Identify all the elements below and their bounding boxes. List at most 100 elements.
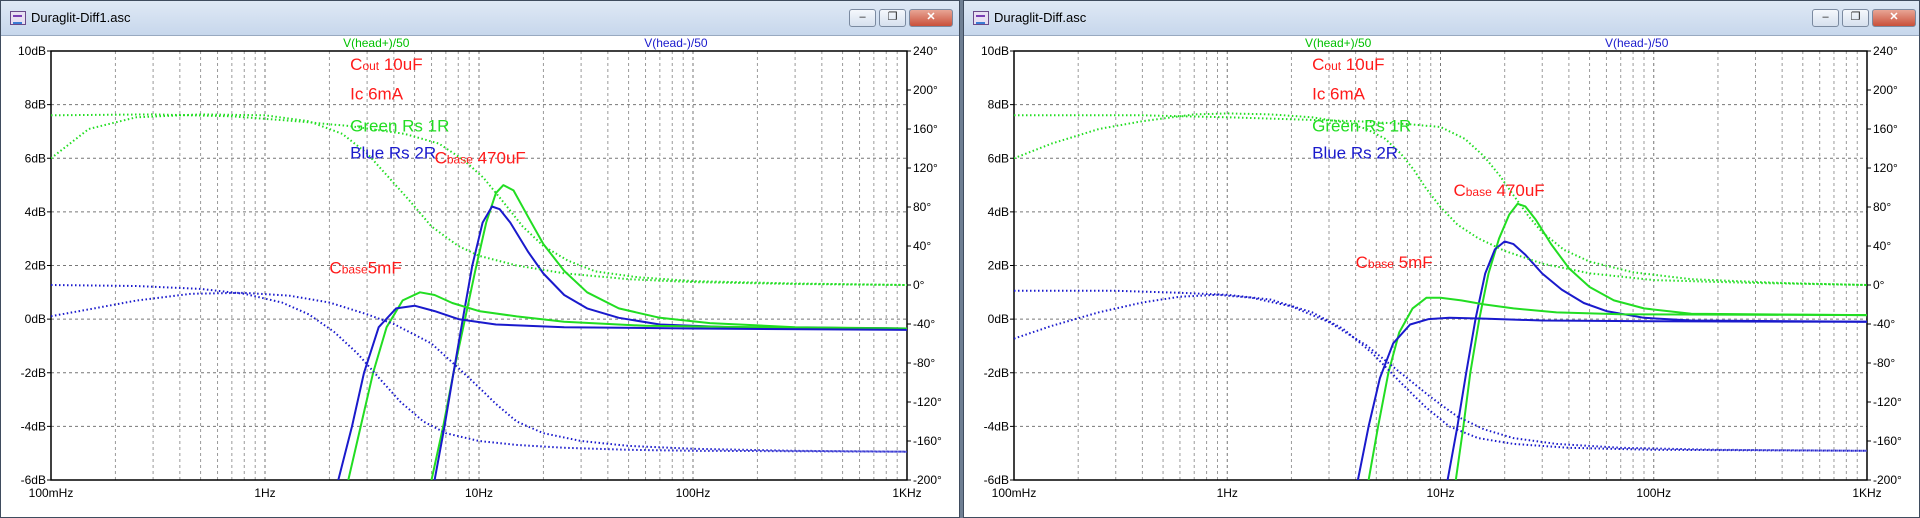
magnitude-trace-3 — [1356, 316, 1867, 480]
y2-tick-label: -40° — [913, 317, 935, 331]
restore-button[interactable]: ❐ — [879, 9, 906, 27]
waveform-plot-pane[interactable]: 10dB 8dB 6dB 4dB 2dB 0dB -2dB -4dB -6dB 240° 200° 1… — [964, 36, 1919, 517]
y2-tick-label: -120° — [1873, 395, 1902, 409]
y2-tick-label: 240° — [913, 44, 938, 58]
title-bar[interactable]: Duraglit-Diff1.asc – ❐ ✕ — [1, 1, 959, 36]
annotation-label: Cbase 470uF — [435, 149, 526, 168]
annotation-rest: 5mF — [1394, 253, 1433, 272]
annotation-main: C — [1312, 55, 1324, 74]
x-tick-label: 10Hz — [465, 486, 493, 500]
annotation-rest: 10uF — [1341, 55, 1384, 74]
y2-tick-label: 160° — [913, 122, 938, 136]
x-tick-label: 100mHz — [992, 486, 1037, 500]
y2-tick-label: -80° — [913, 356, 935, 370]
plot-background — [964, 36, 1919, 517]
phase-trace-6 — [51, 291, 907, 453]
phase-trace-4 — [1014, 112, 1867, 286]
legend-entry: V(head+)/50 — [343, 36, 410, 50]
ltspice-window-1[interactable]: Duraglit-Diff1.asc – ❐ ✕ 10dB 8dB 6dB 4dB 2d… — [0, 0, 960, 518]
close-button[interactable]: ✕ — [909, 9, 953, 27]
y2-tick-label: 200° — [1873, 83, 1898, 97]
annotation-label: Green Rs 1R — [350, 116, 449, 135]
annotation-main: C — [1453, 181, 1465, 200]
annotation-subscript: base — [447, 153, 473, 167]
annotation-label: Cout 10uF — [1312, 55, 1384, 74]
y2-tick-label: 240° — [1873, 44, 1898, 58]
close-button[interactable]: ✕ — [1872, 9, 1916, 27]
annotation-main: Blue Rs 2R — [1312, 143, 1398, 162]
bode-plot-svg[interactable]: 10dB 8dB 6dB 4dB 2dB 0dB -2dB -4dB -6dB 240° 200° 1… — [1, 36, 959, 517]
annotation-subscript: base — [1466, 185, 1492, 199]
x-tick-label: 1KHz — [1852, 486, 1881, 500]
y-tick-label: 6dB — [25, 151, 46, 165]
y-tick-label: 2dB — [988, 259, 1009, 273]
x-tick-label: 100Hz — [676, 486, 711, 500]
minimize-button[interactable]: – — [1812, 9, 1839, 27]
title-bar[interactable]: Duraglit-Diff.asc – ❐ ✕ — [964, 1, 1919, 36]
waveform-plot-pane[interactable]: 10dB 8dB 6dB 4dB 2dB 0dB -2dB -4dB -6dB 240° 200° 1… — [1, 36, 959, 517]
y2-tick-label: -40° — [1873, 317, 1895, 331]
y-tick-label: -6dB — [984, 473, 1009, 487]
y-tick-label: -4dB — [984, 419, 1009, 433]
annotation-main: C — [329, 259, 341, 278]
y2-tick-label: 40° — [913, 239, 931, 253]
ltspice-app-icon — [973, 11, 989, 25]
magnitude-trace-1 — [433, 205, 907, 480]
restore-button[interactable]: ❐ — [1842, 9, 1869, 27]
y2-tick-label: -200° — [913, 473, 942, 487]
ltspice-window-2[interactable]: Duraglit-Diff.asc – ❐ ✕ 10dB 8dB 6dB 4dB 2dB… — [963, 0, 1920, 518]
legend-entry: V(head-)/50 — [644, 36, 708, 50]
annotation-subscript: base — [1368, 257, 1394, 271]
legend-entry: V(head+)/50 — [1305, 36, 1372, 50]
y2-tick-label: 80° — [1873, 200, 1891, 214]
y-tick-label: 10dB — [18, 44, 46, 58]
window-title: Duraglit-Diff1.asc — [31, 10, 131, 25]
y-tick-label: 0dB — [25, 312, 46, 326]
annotation-label: Cbase 5mF — [1356, 253, 1433, 272]
x-tick-label: 1KHz — [892, 486, 921, 500]
x-tick-label: 10Hz — [1426, 486, 1454, 500]
y-tick-label: 8dB — [988, 98, 1009, 112]
annotation-main: Ic 6mA — [350, 84, 404, 103]
annotation-main: Green Rs 1R — [1312, 116, 1411, 135]
magnitude-trace-0 — [430, 184, 907, 480]
x-tick-label: 1Hz — [1217, 486, 1238, 500]
legend-entry: V(head-)/50 — [1605, 36, 1669, 50]
y2-tick-label: 120° — [913, 161, 938, 175]
annotation-main: Blue Rs 2R — [350, 143, 436, 162]
y2-tick-label: -200° — [1873, 473, 1902, 487]
y-tick-label: 2dB — [25, 259, 46, 273]
annotation-subscript: out — [362, 59, 379, 73]
magnitude-trace-2 — [1367, 296, 1867, 480]
y2-tick-label: 40° — [1873, 239, 1891, 253]
window-title: Duraglit-Diff.asc — [994, 10, 1087, 25]
y-tick-label: 4dB — [25, 205, 46, 219]
y2-tick-label: 0° — [1873, 278, 1885, 292]
y2-tick-label: -160° — [913, 434, 942, 448]
y-tick-label: -2dB — [984, 366, 1009, 380]
annotation-label: Blue Rs 2R — [350, 143, 436, 162]
ltspice-app-icon — [10, 11, 26, 25]
annotation-rest: 470uF — [1492, 181, 1545, 200]
annotation-label: Cbase5mF — [329, 259, 401, 278]
minimize-button[interactable]: – — [849, 9, 876, 27]
annotation-main: Ic 6mA — [1312, 84, 1366, 103]
y-tick-label: 0dB — [988, 312, 1009, 326]
y2-tick-label: -120° — [913, 395, 942, 409]
y2-tick-label: 0° — [913, 278, 925, 292]
annotation-rest: 470uF — [473, 149, 526, 168]
y-tick-label: 6dB — [988, 151, 1009, 165]
annotation-label: Ic 6mA — [1312, 84, 1366, 103]
bode-plot-svg[interactable]: 10dB 8dB 6dB 4dB 2dB 0dB -2dB -4dB -6dB 240° 200° 1… — [964, 36, 1919, 517]
y2-tick-label: 80° — [913, 200, 931, 214]
magnitude-trace-0 — [1454, 202, 1867, 480]
y-tick-label: -6dB — [21, 473, 46, 487]
x-tick-label: 1Hz — [254, 486, 275, 500]
annotation-main: Green Rs 1R — [350, 116, 449, 135]
annotation-main: C — [350, 55, 362, 74]
annotation-label: Green Rs 1R — [1312, 116, 1411, 135]
phase-trace-6 — [1014, 293, 1867, 452]
y2-tick-label: -80° — [1873, 356, 1895, 370]
annotation-label: Cbase 470uF — [1453, 181, 1544, 200]
annotation-main: C — [435, 149, 447, 168]
